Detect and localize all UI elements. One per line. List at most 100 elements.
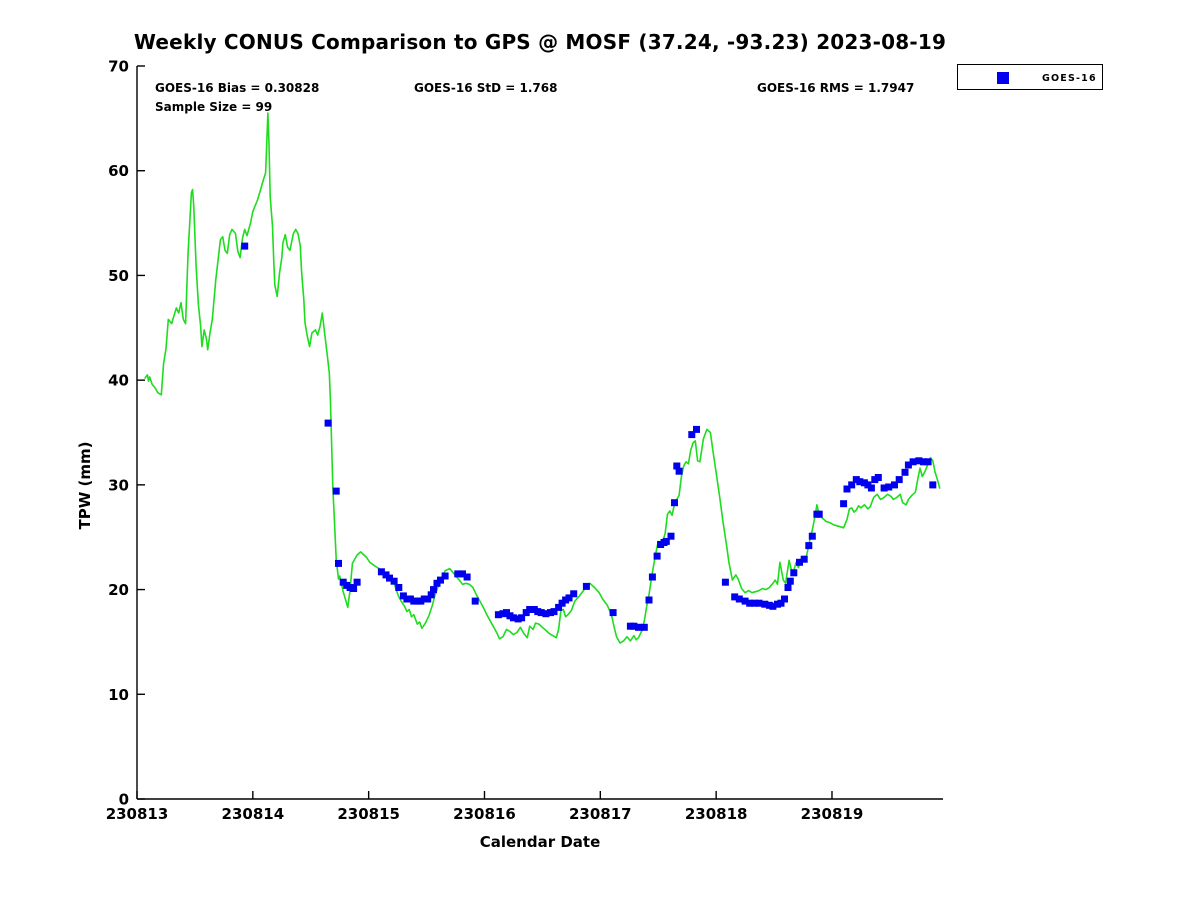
goes16-marker xyxy=(542,610,550,618)
legend-label: GOES-16 xyxy=(1042,73,1097,84)
goes16-marker xyxy=(395,584,403,591)
x-tick-label: 230816 xyxy=(453,805,516,823)
goes16-marker xyxy=(880,484,888,492)
goes16-marker xyxy=(324,419,332,427)
goes16-marker xyxy=(640,623,648,631)
goes16-marker xyxy=(430,586,437,594)
goes16-marker xyxy=(848,481,856,489)
goes16-marker xyxy=(609,609,617,617)
goes16-marker xyxy=(441,572,449,580)
goes16-marker xyxy=(808,532,816,540)
goes16-marker xyxy=(755,599,763,607)
goes16-marker xyxy=(904,461,912,469)
goes16-marker xyxy=(386,574,393,582)
goes16-marker xyxy=(427,591,435,599)
goes16-marker xyxy=(335,559,342,567)
y-tick-label: 10 xyxy=(108,686,129,704)
x-tick-label: 230815 xyxy=(337,805,400,823)
goes16-marker xyxy=(555,603,563,611)
chart-title: Weekly CONUS Comparison to GPS @ MOSF (3… xyxy=(133,30,947,54)
goes16-marker xyxy=(550,608,558,616)
goes16-marker xyxy=(731,593,739,601)
goes16-marker xyxy=(721,578,729,586)
goes16-marker xyxy=(570,590,578,598)
x-axis-label: Calendar Date xyxy=(480,833,601,851)
y-tick-label: 60 xyxy=(108,162,129,180)
goes16-marker xyxy=(786,577,794,585)
goes16-marker xyxy=(920,458,927,466)
goes16-marker xyxy=(693,425,700,433)
goes16-marker xyxy=(437,576,444,584)
goes16-marker xyxy=(856,478,864,486)
goes16-marker xyxy=(471,597,479,605)
goes16-marker xyxy=(909,458,917,466)
x-tick-label: 230819 xyxy=(801,805,864,823)
goes16-marker xyxy=(662,537,670,545)
goes16-marker xyxy=(840,500,848,508)
goes16-marker xyxy=(761,600,769,608)
goes16-marker xyxy=(777,599,785,607)
x-tick-label: 230817 xyxy=(569,805,632,823)
goes16-marker xyxy=(494,611,502,619)
goes16-marker xyxy=(735,595,743,603)
goes16-marker xyxy=(653,552,661,560)
goes16-marker xyxy=(241,242,249,250)
goes16-marker xyxy=(843,485,851,493)
goes16-marker xyxy=(750,599,758,607)
y-tick-label: 30 xyxy=(108,476,129,494)
goes16-marker xyxy=(769,602,777,610)
goes16-marker xyxy=(332,487,340,495)
x-tick-label: 230813 xyxy=(106,805,169,823)
goes16-marker xyxy=(688,431,696,439)
goes16-marker xyxy=(537,609,545,617)
goes16-marker xyxy=(645,596,653,604)
goes16-marker xyxy=(526,606,534,613)
goes16-marker xyxy=(781,595,788,603)
goes16-marker xyxy=(635,623,642,631)
y-tick-label: 20 xyxy=(108,581,129,599)
goes16-marker xyxy=(784,584,792,591)
goes16-marker xyxy=(891,481,898,489)
stat-std: GOES-16 StD = 1.768 xyxy=(414,81,558,95)
goes16-marker xyxy=(790,569,798,577)
goes16-marker xyxy=(675,467,683,475)
goes16-marker xyxy=(915,457,923,465)
x-tick-label: 230818 xyxy=(685,805,748,823)
gps-line xyxy=(144,112,941,644)
y-tick-label: 70 xyxy=(108,58,129,76)
legend-box[interactable]: GOES-16 xyxy=(957,64,1103,90)
goes16-marker xyxy=(746,599,754,607)
goes16-marker xyxy=(901,468,909,476)
y-tick-label: 50 xyxy=(108,267,129,285)
y-axis-label: TPW (mm) xyxy=(76,442,94,530)
goes16-marker xyxy=(630,622,638,630)
stat-rms: GOES-16 RMS = 1.7947 xyxy=(757,81,915,95)
goes16-marker xyxy=(673,462,681,470)
goes16-marker xyxy=(815,510,823,518)
goes16-marker xyxy=(796,558,803,566)
goes16-marker xyxy=(565,594,573,602)
goes16-marker xyxy=(805,542,813,550)
goes16-marker xyxy=(800,555,808,563)
goes16-marker xyxy=(424,595,432,603)
x-tick-label: 230814 xyxy=(222,805,285,823)
goes16-marker xyxy=(350,585,358,592)
goes16-legend-marker-icon xyxy=(997,72,1009,84)
goes16-marker xyxy=(459,570,466,578)
goes16-marker xyxy=(518,614,526,622)
goes16-marker xyxy=(377,568,385,576)
goes16-marker xyxy=(509,614,517,622)
goes16-marker xyxy=(671,499,678,507)
goes16-marker xyxy=(895,476,903,484)
goes16-marker xyxy=(867,484,875,492)
goes16-marker xyxy=(741,597,749,605)
goes16-marker xyxy=(390,577,398,585)
goes16-marker xyxy=(874,474,882,481)
stat-sample-size: Sample Size = 99 xyxy=(155,100,273,114)
goes16-marker xyxy=(582,582,590,590)
y-tick-label: 40 xyxy=(108,372,129,390)
goes16-marker xyxy=(648,573,656,581)
y-tick-label: 0 xyxy=(119,791,129,809)
